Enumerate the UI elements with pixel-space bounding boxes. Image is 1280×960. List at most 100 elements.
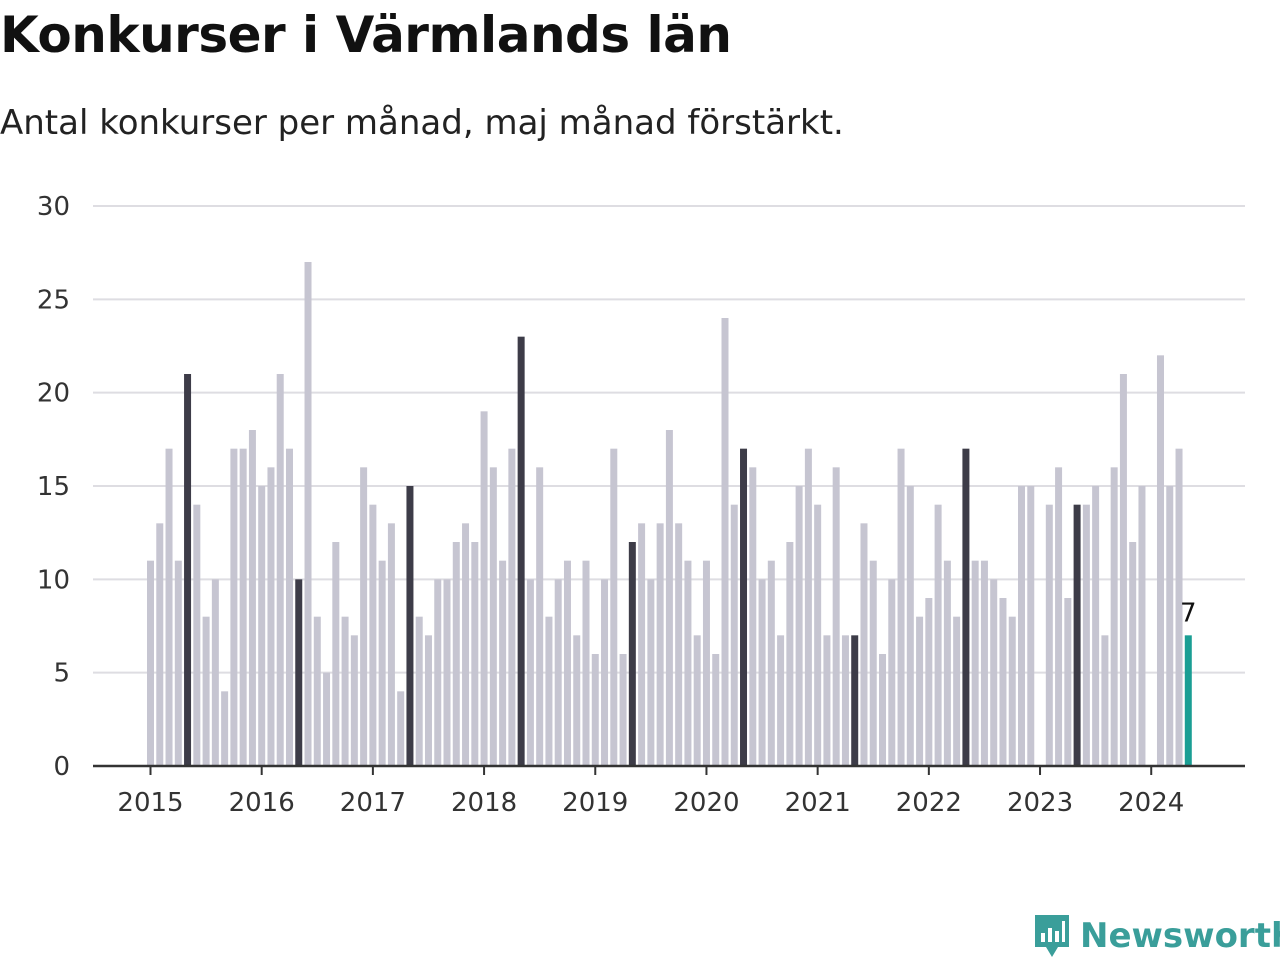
x-tick-label: 2022: [896, 788, 962, 818]
bar: [489, 467, 497, 766]
bar: [916, 616, 924, 766]
data-label: 7: [1180, 598, 1197, 628]
bar: [554, 579, 562, 766]
bar: [1101, 635, 1109, 766]
bar: [434, 579, 442, 766]
bar: [777, 635, 785, 766]
bar: [656, 523, 664, 766]
bar: [925, 598, 933, 766]
bar: [304, 262, 312, 766]
bar: [452, 542, 460, 766]
bar: [360, 467, 368, 766]
bar: [397, 691, 405, 766]
bar: [638, 523, 646, 766]
bar: [480, 411, 488, 766]
bar: [378, 560, 386, 766]
bar: [1184, 635, 1192, 766]
bar: [323, 672, 331, 766]
annotation: 7: [1180, 598, 1197, 628]
bars: [147, 262, 1192, 766]
bar: [647, 579, 655, 766]
bar: [285, 448, 293, 766]
bar: [591, 654, 599, 766]
bar: [406, 486, 414, 766]
bar: [313, 616, 321, 766]
chart-subtitle: Antal konkurser per månad, maj månad för…: [0, 103, 844, 143]
bar: [462, 523, 470, 766]
bar: [536, 467, 544, 766]
bar: [1110, 467, 1118, 766]
bar: [869, 560, 877, 766]
y-tick-label: 20: [37, 379, 70, 409]
newsworthy-chart-bubble-icon: [1035, 915, 1069, 957]
bar: [1166, 486, 1174, 766]
bar: [684, 560, 692, 766]
x-tick-label: 2020: [673, 788, 739, 818]
bar: [1073, 504, 1081, 766]
bar: [415, 616, 423, 766]
bar: [147, 560, 154, 766]
x-tick-label: 2018: [451, 788, 517, 818]
bar: [610, 448, 618, 766]
bar: [443, 579, 451, 766]
bar: [628, 542, 636, 766]
bar: [545, 616, 553, 766]
x-tick-label: 2021: [785, 788, 851, 818]
bar: [156, 523, 164, 766]
logo-text: Newsworthy: [1080, 916, 1280, 956]
bar: [350, 635, 358, 766]
bar: [508, 448, 516, 766]
bar: [795, 486, 803, 766]
bar: [971, 560, 979, 766]
bar: [814, 504, 822, 766]
bar: [276, 374, 284, 766]
bar: [221, 691, 229, 766]
bar: [1119, 374, 1127, 766]
bar: [758, 579, 766, 766]
bar: [693, 635, 701, 766]
bar: [230, 448, 238, 766]
bar: [582, 560, 590, 766]
bar: [712, 654, 720, 766]
bar: [906, 486, 914, 766]
bar: [563, 560, 571, 766]
bar: [953, 616, 961, 766]
bar: [962, 448, 970, 766]
bar: [860, 523, 868, 766]
bar: [851, 635, 859, 766]
bar: [369, 504, 377, 766]
bar: [1027, 486, 1035, 766]
bar: [897, 448, 905, 766]
bar: [184, 374, 192, 766]
y-tick-label: 0: [53, 752, 70, 782]
bar: [471, 542, 479, 766]
bar: [1064, 598, 1072, 766]
bar: [749, 467, 757, 766]
bar: [202, 616, 210, 766]
bar: [239, 448, 247, 766]
bar: [730, 504, 738, 766]
newsworthy-logo: Newsworthy: [1032, 912, 1280, 960]
bar: [499, 560, 507, 766]
bar: [804, 448, 812, 766]
bar: [295, 579, 303, 766]
bar: [1175, 448, 1183, 766]
bar: [573, 635, 581, 766]
bar: [211, 579, 219, 766]
bar: [248, 430, 256, 766]
bar: [934, 504, 942, 766]
bar: [990, 579, 998, 766]
y-tick-label: 25: [37, 285, 70, 315]
x-tick-label: 2019: [562, 788, 628, 818]
bar: [1129, 542, 1137, 766]
x-axis: 2015 2016 2017 2018 2019 2020 2021 2022 2023 2024: [93, 764, 1245, 818]
bar: [387, 523, 395, 766]
x-tick-label: 2015: [117, 788, 183, 818]
x-tick-label: 2023: [1007, 788, 1073, 818]
bar: [193, 504, 201, 766]
bar: [1156, 355, 1164, 766]
bar: [1138, 486, 1146, 766]
chart-title: Konkurser i Värmlands län: [0, 6, 732, 64]
bar: [332, 542, 340, 766]
